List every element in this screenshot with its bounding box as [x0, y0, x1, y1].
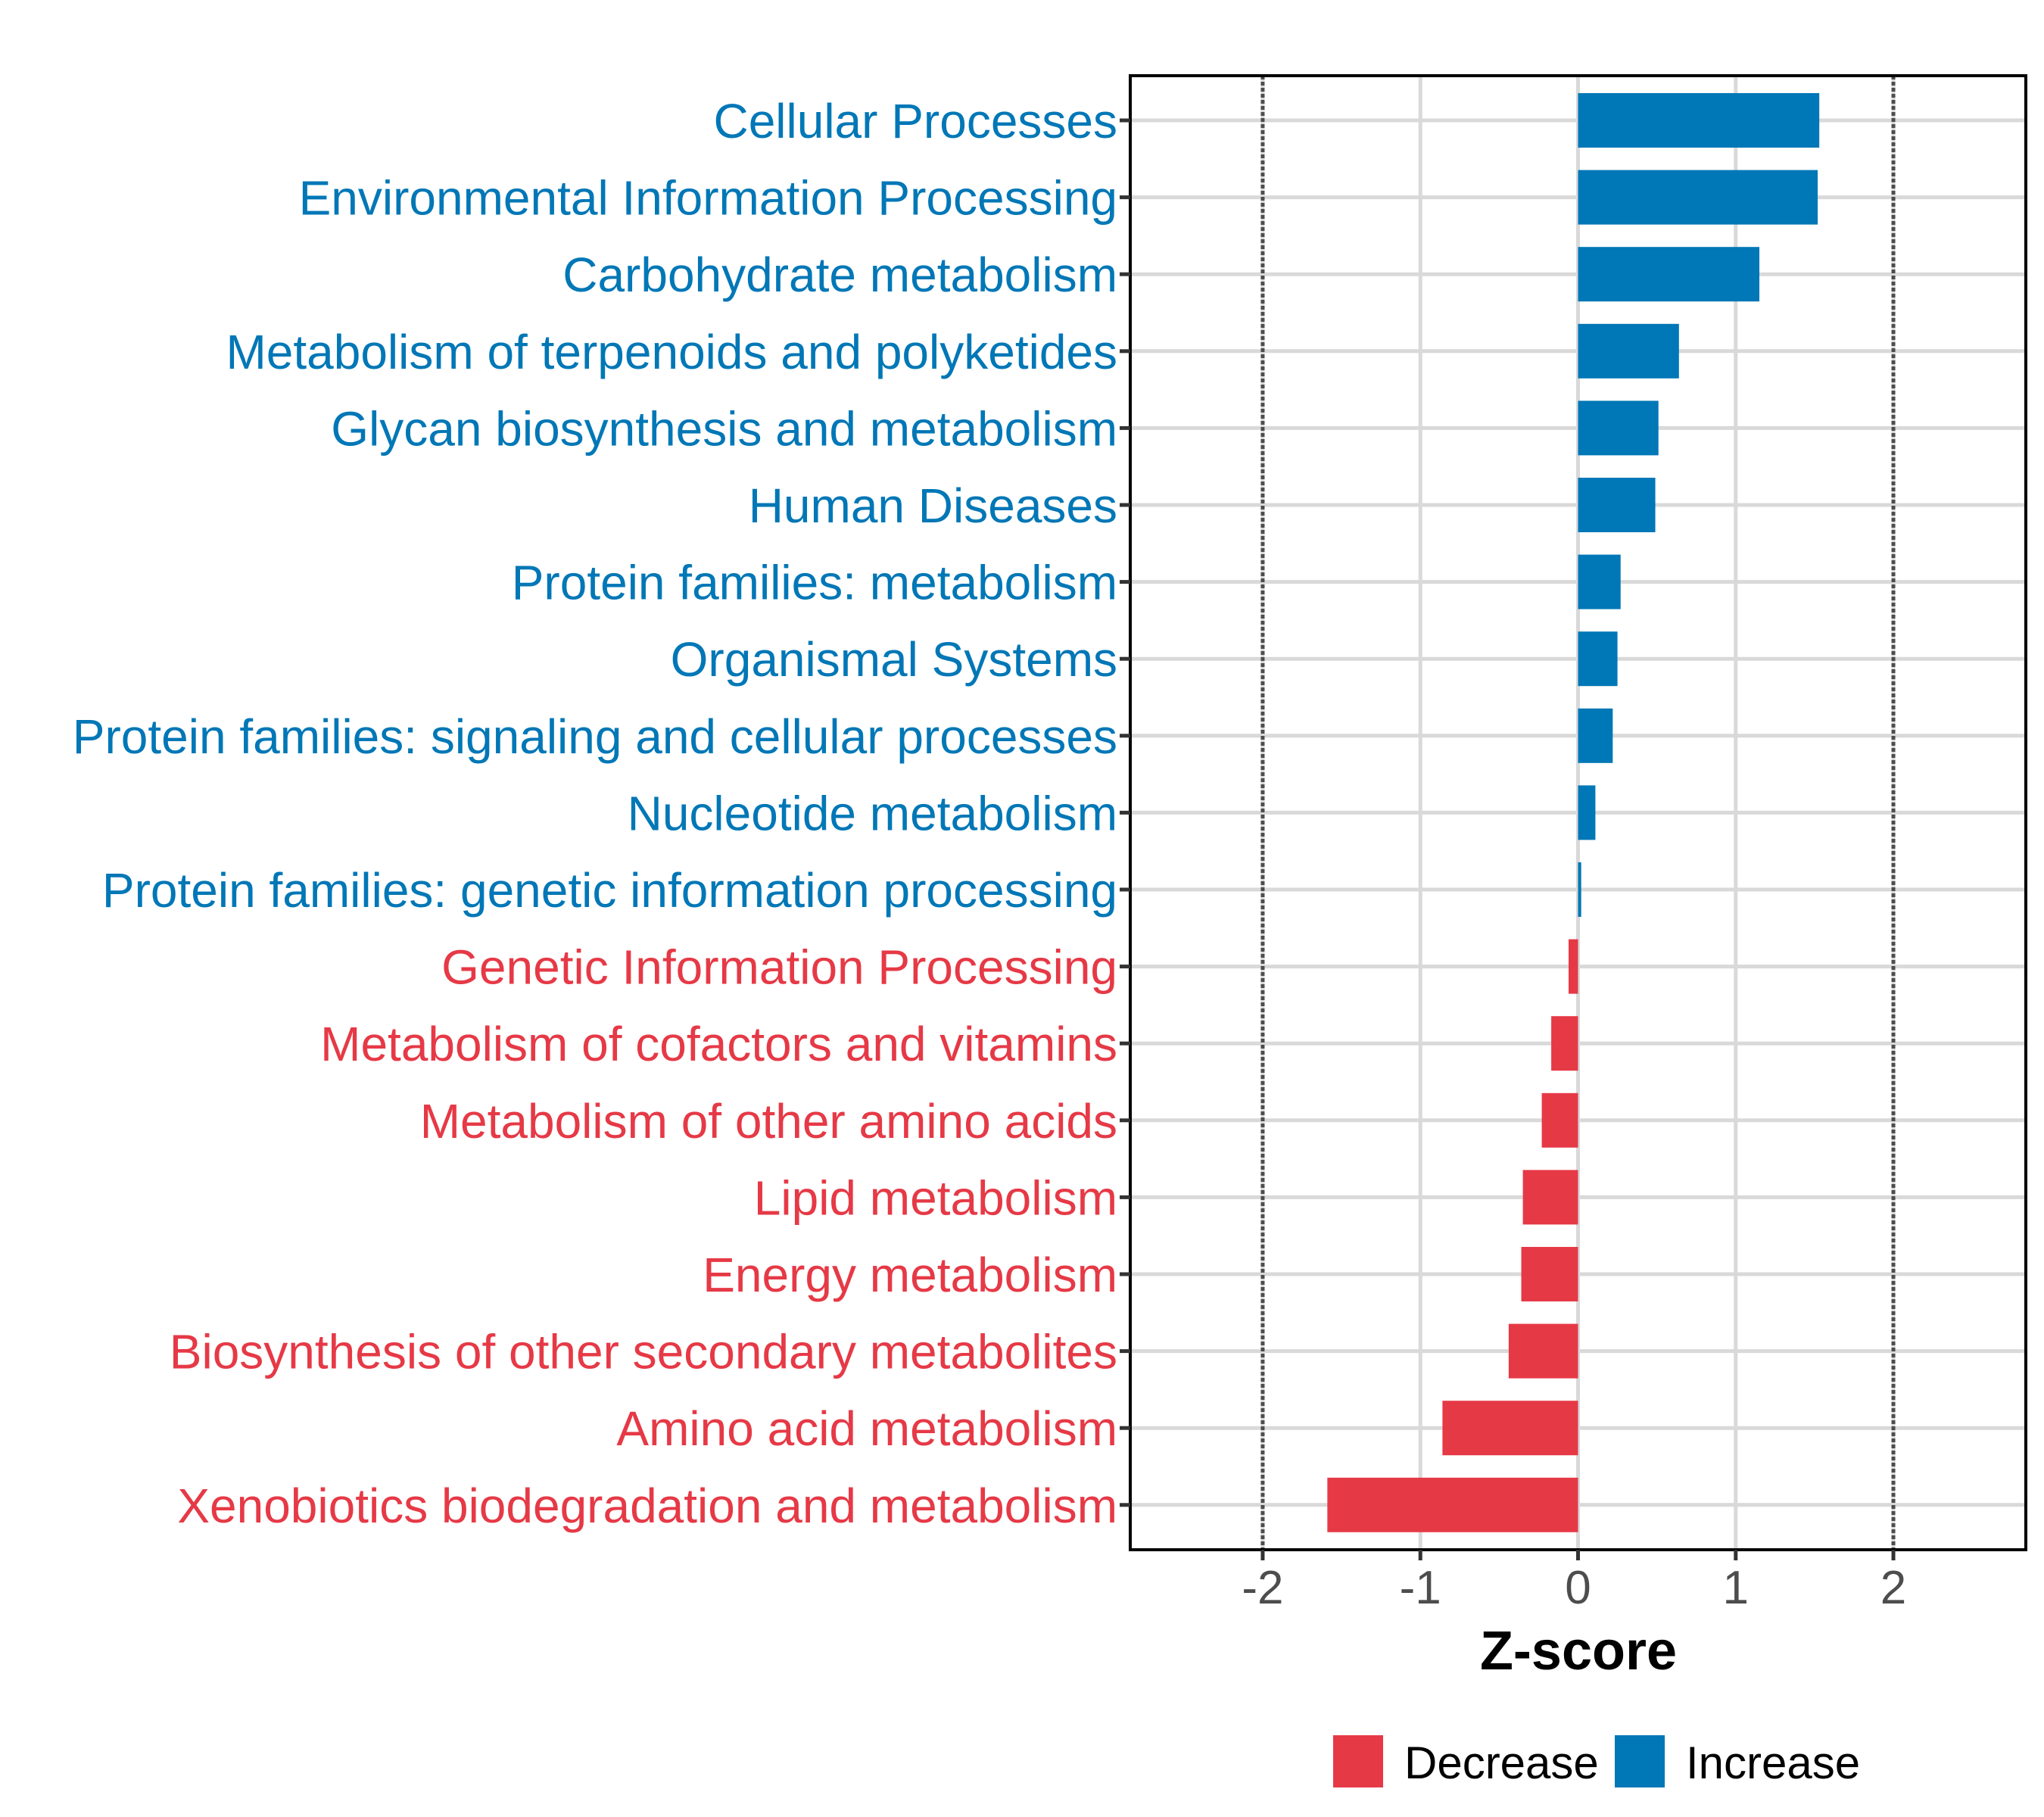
legend-label-increase: Increase: [1686, 1738, 1860, 1788]
bar-increase: [1578, 478, 1656, 532]
category-label: Metabolism of cofactors and vitamins: [320, 1017, 1117, 1071]
x-tick-label: -2: [1242, 1562, 1283, 1614]
category-label: Xenobiotics biodegradation and metabolis…: [177, 1479, 1117, 1533]
category-label: Lipid metabolism: [754, 1170, 1117, 1225]
category-label: Protein families: genetic information pr…: [102, 863, 1117, 918]
bar-increase: [1578, 862, 1581, 917]
category-label: Environmental Information Processing: [299, 171, 1117, 226]
category-label: Biosynthesis of other secondary metaboli…: [170, 1325, 1117, 1379]
bar-decrease: [1551, 1016, 1578, 1071]
x-tick-label: 2: [1880, 1562, 1906, 1614]
bar-increase: [1578, 708, 1613, 763]
bar-increase: [1578, 400, 1659, 456]
bar-decrease: [1541, 1092, 1578, 1148]
category-label: Metabolism of other amino acids: [420, 1094, 1117, 1148]
category-label: Protein families: metabolism: [512, 556, 1117, 610]
bar-increase: [1578, 247, 1760, 302]
bar-decrease: [1442, 1401, 1578, 1456]
category-label: Cellular Processes: [713, 94, 1117, 148]
category-label: Glycan biosynthesis and metabolism: [331, 401, 1117, 456]
legend-key-increase: [1615, 1735, 1665, 1787]
legend: Decrease Increase: [1333, 1735, 1860, 1788]
category-label: Nucleotide metabolism: [628, 786, 1117, 840]
x-tick-label: -1: [1400, 1562, 1441, 1614]
y-axis-labels: Cellular Processes Environmental Informat…: [73, 94, 1117, 1533]
x-axis-ticks: [1260, 1550, 1896, 1560]
category-label: Human Diseases: [749, 478, 1117, 533]
bar-decrease: [1327, 1477, 1578, 1532]
category-label: Metabolism of terpenoids and polyketides: [226, 325, 1117, 379]
category-label: Genetic Information Processing: [441, 940, 1117, 995]
bar-decrease: [1522, 1170, 1578, 1225]
bar-increase: [1578, 323, 1679, 379]
legend-key-decrease: [1333, 1735, 1383, 1787]
reference-lines: [1260, 76, 1896, 1550]
bar-increase: [1578, 631, 1618, 687]
bar-increase: [1578, 170, 1818, 225]
category-label: Energy metabolism: [703, 1248, 1117, 1302]
category-label: Protein families: signaling and cellular…: [73, 709, 1117, 764]
bar-decrease: [1508, 1323, 1578, 1379]
legend-label-decrease: Decrease: [1404, 1738, 1599, 1788]
bar-increase: [1578, 785, 1596, 840]
bar-increase: [1578, 93, 1820, 148]
category-label: Amino acid metabolism: [616, 1401, 1117, 1456]
y-axis-ticks: [1120, 118, 1130, 1507]
bar-decrease: [1569, 939, 1578, 994]
category-label: Carbohydrate metabolism: [562, 248, 1117, 302]
category-label: Organismal Systems: [671, 632, 1117, 687]
bar-increase: [1578, 554, 1621, 609]
bars: [1327, 93, 1820, 1532]
x-axis-title: Z-score: [1480, 1621, 1677, 1681]
x-tick-label: 1: [1723, 1562, 1749, 1614]
x-axis-labels: -2 -1 0 1 2: [1242, 1562, 1906, 1614]
bar-decrease: [1521, 1247, 1578, 1301]
x-tick-label: 0: [1565, 1562, 1591, 1614]
